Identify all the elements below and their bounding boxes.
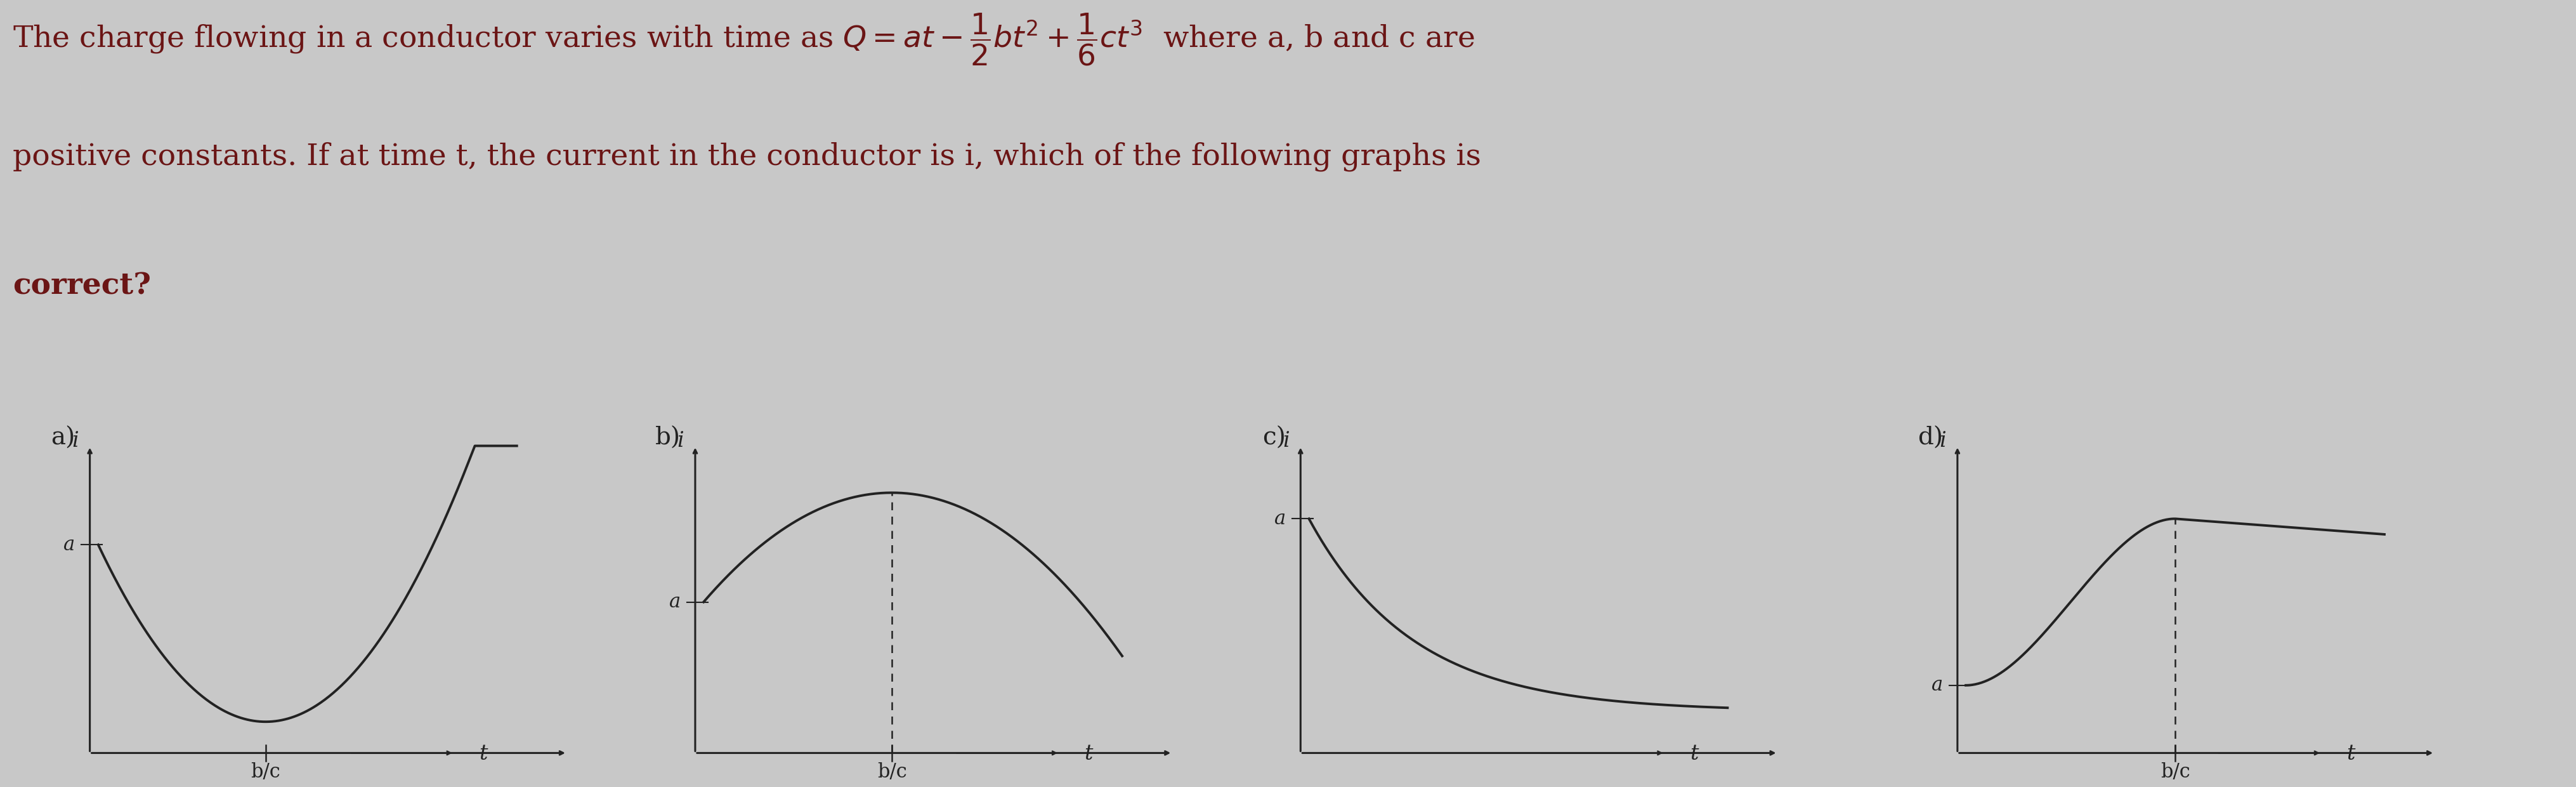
Text: b/c: b/c	[2161, 762, 2190, 781]
Text: a: a	[1932, 675, 1942, 695]
Text: t: t	[1084, 745, 1092, 764]
Text: d): d)	[1917, 427, 1942, 450]
Text: i: i	[72, 430, 77, 451]
Text: i: i	[1940, 430, 1945, 451]
Text: i: i	[677, 430, 683, 451]
Text: t: t	[2347, 745, 2354, 764]
Text: b/c: b/c	[250, 762, 281, 781]
Text: positive constants. If at time t, the current in the conductor is i, which of th: positive constants. If at time t, the cu…	[13, 142, 1481, 172]
Text: b): b)	[654, 427, 680, 450]
Text: a): a)	[52, 427, 75, 450]
Text: a: a	[64, 535, 75, 555]
Text: i: i	[1283, 430, 1288, 451]
Text: a: a	[670, 592, 680, 611]
Text: a: a	[1275, 509, 1285, 529]
Text: t: t	[1690, 745, 1698, 764]
Text: The charge flowing in a conductor varies with time as $Q = at - \dfrac{1}{2}bt^2: The charge flowing in a conductor varies…	[13, 12, 1473, 68]
Text: b/c: b/c	[876, 762, 907, 781]
Text: correct?: correct?	[13, 272, 152, 301]
Text: t: t	[479, 745, 487, 764]
Text: c): c)	[1262, 427, 1285, 450]
